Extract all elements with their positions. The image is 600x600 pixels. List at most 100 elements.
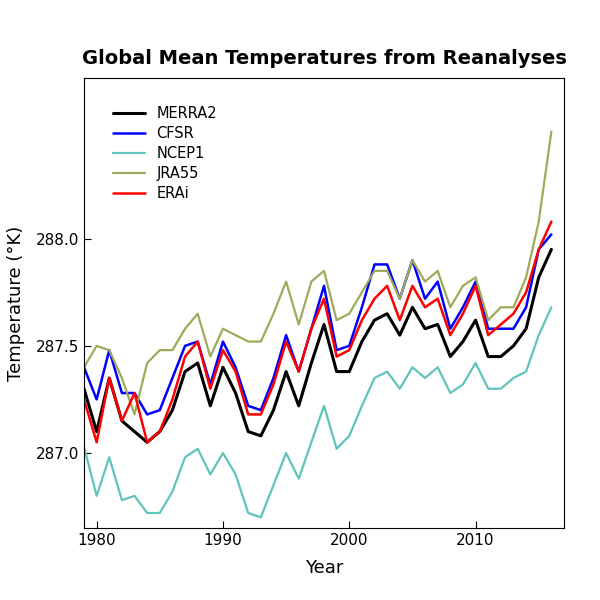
JRA55 xyxy=(169,347,176,354)
MERRA2 xyxy=(346,368,353,375)
CFSR xyxy=(295,368,302,375)
MERRA2 xyxy=(535,274,542,281)
NCEP1 xyxy=(383,368,391,375)
JRA55 xyxy=(447,304,454,311)
ERAi xyxy=(207,385,214,392)
Line: CFSR: CFSR xyxy=(84,235,551,415)
JRA55 xyxy=(358,289,365,296)
JRA55 xyxy=(409,257,416,264)
JRA55 xyxy=(497,304,505,311)
NCEP1 xyxy=(106,454,113,461)
JRA55 xyxy=(396,295,403,302)
MERRA2 xyxy=(283,368,290,375)
MERRA2 xyxy=(295,402,302,409)
ERAi xyxy=(220,347,227,354)
JRA55 xyxy=(156,347,163,354)
ERAi xyxy=(535,246,542,253)
NCEP1 xyxy=(220,449,227,457)
Line: JRA55: JRA55 xyxy=(84,131,551,415)
JRA55 xyxy=(548,128,555,135)
NCEP1 xyxy=(333,445,340,452)
JRA55 xyxy=(131,411,138,418)
CFSR xyxy=(220,338,227,345)
NCEP1 xyxy=(207,471,214,478)
ERAi xyxy=(194,338,201,345)
NCEP1 xyxy=(194,445,201,452)
CFSR xyxy=(434,278,441,285)
JRA55 xyxy=(472,274,479,281)
ERAi xyxy=(270,381,277,388)
CFSR xyxy=(207,381,214,388)
ERAi xyxy=(523,289,530,296)
ERAi xyxy=(434,295,441,302)
MERRA2 xyxy=(181,368,188,375)
MERRA2 xyxy=(383,310,391,317)
CFSR xyxy=(257,407,265,414)
ERAi xyxy=(472,282,479,289)
NCEP1 xyxy=(510,374,517,382)
MERRA2 xyxy=(308,359,315,367)
X-axis label: Year: Year xyxy=(305,559,343,577)
Legend: MERRA2, CFSR, NCEP1, JRA55, ERAi: MERRA2, CFSR, NCEP1, JRA55, ERAi xyxy=(101,94,229,213)
MERRA2 xyxy=(485,353,492,360)
NCEP1 xyxy=(308,439,315,446)
ERAi xyxy=(320,295,328,302)
Line: ERAi: ERAi xyxy=(84,221,551,442)
NCEP1 xyxy=(283,449,290,457)
CFSR xyxy=(485,325,492,332)
CFSR xyxy=(320,282,328,289)
JRA55 xyxy=(257,338,265,345)
JRA55 xyxy=(181,325,188,332)
ERAi xyxy=(396,317,403,324)
CFSR xyxy=(497,325,505,332)
CFSR xyxy=(396,295,403,302)
ERAi xyxy=(143,439,151,446)
JRA55 xyxy=(485,317,492,324)
JRA55 xyxy=(308,278,315,285)
JRA55 xyxy=(93,342,100,349)
ERAi xyxy=(93,439,100,446)
MERRA2 xyxy=(232,389,239,397)
CFSR xyxy=(169,374,176,382)
NCEP1 xyxy=(497,385,505,392)
CFSR xyxy=(308,325,315,332)
CFSR xyxy=(383,261,391,268)
CFSR xyxy=(371,261,378,268)
CFSR xyxy=(523,304,530,311)
JRA55 xyxy=(118,374,125,382)
MERRA2 xyxy=(80,385,88,392)
NCEP1 xyxy=(143,509,151,517)
JRA55 xyxy=(245,338,252,345)
JRA55 xyxy=(80,364,88,371)
NCEP1 xyxy=(460,381,467,388)
NCEP1 xyxy=(80,443,88,450)
JRA55 xyxy=(270,310,277,317)
ERAi xyxy=(485,332,492,339)
CFSR xyxy=(358,304,365,311)
CFSR xyxy=(510,325,517,332)
ERAi xyxy=(308,325,315,332)
JRA55 xyxy=(106,347,113,354)
MERRA2 xyxy=(472,317,479,324)
ERAi xyxy=(80,396,88,403)
CFSR xyxy=(333,347,340,354)
ERAi xyxy=(497,321,505,328)
MERRA2 xyxy=(118,417,125,424)
MERRA2 xyxy=(434,321,441,328)
NCEP1 xyxy=(434,364,441,371)
ERAi xyxy=(295,368,302,375)
NCEP1 xyxy=(447,389,454,397)
JRA55 xyxy=(220,325,227,332)
MERRA2 xyxy=(169,407,176,414)
CFSR xyxy=(80,364,88,371)
JRA55 xyxy=(232,332,239,339)
JRA55 xyxy=(383,267,391,274)
JRA55 xyxy=(295,321,302,328)
NCEP1 xyxy=(156,509,163,517)
MERRA2 xyxy=(460,338,467,345)
NCEP1 xyxy=(232,471,239,478)
ERAi xyxy=(409,282,416,289)
NCEP1 xyxy=(472,359,479,367)
MERRA2 xyxy=(358,338,365,345)
ERAi xyxy=(460,310,467,317)
